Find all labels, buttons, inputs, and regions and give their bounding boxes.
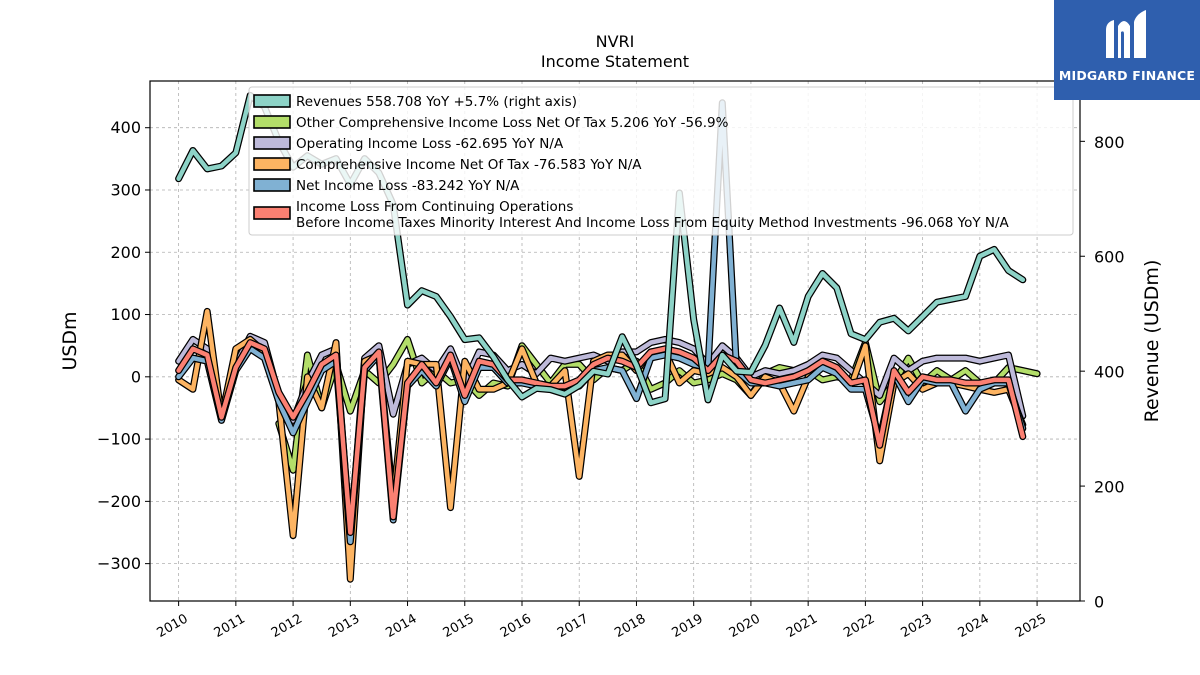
x-tick-label-2017: 2017 (555, 611, 591, 641)
chart-subtitle: Income Statement (541, 52, 689, 71)
x-tick-label-2010: 2010 (154, 611, 190, 641)
plot-frame (149, 80, 1081, 602)
x-tick-label-2015: 2015 (441, 611, 477, 641)
chart-title: NVRI (596, 32, 635, 51)
y-axis-label: USDm (59, 311, 81, 370)
series-3-outline (175, 307, 1027, 583)
series-1-line (276, 337, 1040, 473)
right-tick-label-400: 400 (1094, 363, 1125, 382)
x-tick-label-2025: 2025 (1013, 611, 1049, 641)
series-1 (275, 335, 1041, 474)
series-layer (175, 91, 1041, 583)
right-tick-label-800: 800 (1094, 133, 1125, 152)
x-tick-label-2016: 2016 (498, 611, 534, 641)
midgard-finance-logo: MIDGARD FINANCE (1054, 0, 1200, 100)
logo-mark-icon (1106, 10, 1146, 58)
right-y-axis-label: Revenue (USDm) (1141, 260, 1163, 423)
legend-entry-4: Net Income Loss -83.242 YoY N/A (296, 178, 520, 194)
legend-entry-5-line-1: Before Income Taxes Minority Interest An… (296, 215, 1010, 231)
right-axis: 0 200 400 600 800 (1080, 133, 1125, 612)
right-tick-label-600: 600 (1094, 248, 1125, 267)
legend-entry-5-line-0: Income Loss From Continuing Operations (296, 199, 573, 215)
legend-swatch-2 (253, 136, 291, 150)
right-tick-label-200: 200 (1094, 478, 1125, 497)
series-3 (175, 307, 1027, 583)
series-3-line (176, 309, 1026, 582)
y-tick-label--300: −300 (97, 554, 141, 573)
logo-text: MIDGARD FINANCE (1058, 68, 1196, 83)
y-tick-label-0: 0 (131, 367, 141, 386)
y-tick-label-400: 400 (110, 118, 141, 137)
x-tick-label-2020: 2020 (727, 611, 763, 641)
y-tick-label--100: −100 (97, 430, 141, 449)
x-axis: 2010 2011 2012 2013 2014 2015 2016 2017 2018 2019… (154, 601, 1049, 641)
series-5 (175, 339, 1027, 536)
y-tick-label-300: 300 (110, 180, 141, 199)
right-tick-label-0: 0 (1094, 593, 1104, 612)
x-tick-label-2024: 2024 (956, 611, 992, 641)
legend-entry-1: Other Comprehensive Income Loss Net Of T… (296, 115, 729, 131)
legend-entry-3: Comprehensive Income Net Of Tax -76.583 … (296, 157, 642, 173)
x-tick-label-2018: 2018 (612, 611, 648, 641)
legend-entry-0: Revenues 558.708 YoY +5.7% (right axis) (296, 94, 577, 110)
x-tick-label-2021: 2021 (784, 611, 820, 641)
legend-swatch-1 (253, 115, 291, 129)
x-tick-label-2012: 2012 (269, 611, 305, 641)
x-tick-label-2014: 2014 (383, 611, 419, 641)
x-tick-label-2023: 2023 (898, 611, 934, 641)
y-tick-label--200: −200 (97, 492, 141, 511)
legend-entry-2: Operating Income Loss -62.695 YoY N/A (296, 136, 564, 152)
legend-swatch-4 (253, 178, 291, 192)
x-tick-label-2013: 2013 (326, 611, 362, 641)
legend: Revenues 558.708 YoY +5.7% (right axis) O… (248, 86, 1074, 236)
left-axis: −300 −200 −100 0 100 200 300 400 (97, 118, 150, 573)
y-tick-label-100: 100 (110, 305, 141, 324)
x-tick-label-2019: 2019 (670, 611, 706, 641)
x-tick-label-2011: 2011 (212, 611, 248, 641)
series-5-line (176, 340, 1026, 535)
legend-swatch-5 (253, 206, 291, 220)
legend-swatch-3 (253, 157, 291, 171)
x-tick-label-2022: 2022 (841, 611, 877, 641)
y-tick-label-200: 200 (110, 243, 141, 262)
legend-swatch-0 (253, 94, 291, 108)
legend-box (248, 86, 1074, 236)
